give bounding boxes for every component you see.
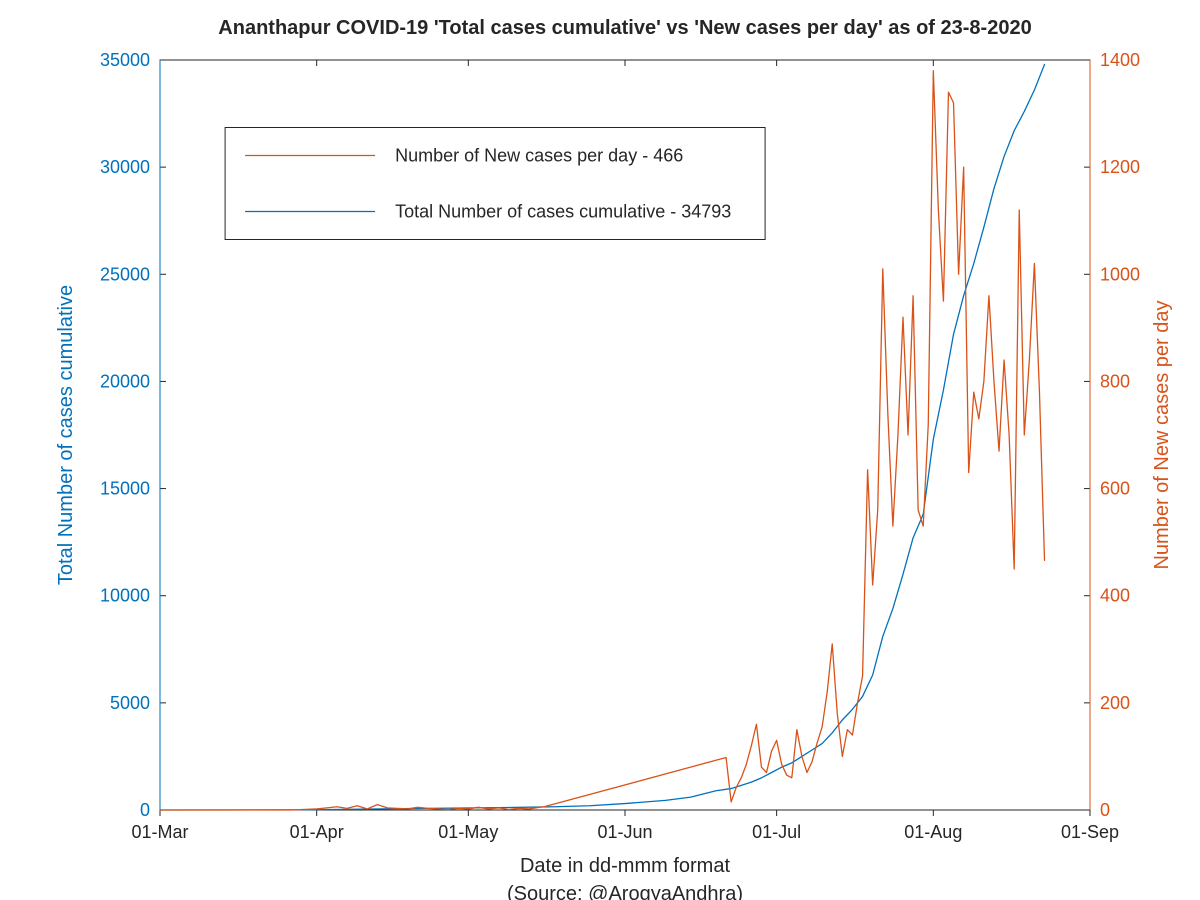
y-left-tick-label: 30000 — [100, 157, 150, 177]
legend-label: Total Number of cases cumulative - 34793 — [395, 202, 731, 222]
y-left-tick-label: 5000 — [110, 693, 150, 713]
x-axis-sublabel: (Source: @ArogyaAndhra) — [507, 883, 743, 900]
y-right-tick-label: 1400 — [1100, 50, 1140, 70]
y-left-tick-label: 35000 — [100, 50, 150, 70]
y-left-tick-label: 0 — [140, 800, 150, 820]
x-tick-label: 01-Aug — [904, 822, 962, 842]
x-axis-label: Date in dd-mmm format — [520, 855, 730, 877]
x-tick-label: 01-May — [438, 822, 498, 842]
y-right-tick-label: 0 — [1100, 800, 1110, 820]
y-right-tick-label: 800 — [1100, 371, 1130, 391]
y-right-tick-label: 1000 — [1100, 264, 1140, 284]
x-tick-label: 01-Sep — [1061, 822, 1119, 842]
y-right-tick-label: 200 — [1100, 693, 1130, 713]
x-tick-label: 01-Jul — [752, 822, 801, 842]
chart-title: Ananthapur COVID-19 'Total cases cumulat… — [218, 17, 1031, 39]
legend-label: Number of New cases per day - 466 — [395, 146, 683, 166]
y-left-tick-label: 25000 — [100, 264, 150, 284]
y-right-axis-label: Number of New cases per day — [1151, 300, 1173, 569]
y-right-tick-label: 400 — [1100, 586, 1130, 606]
x-tick-label: 01-Apr — [290, 822, 344, 842]
chart-svg: Ananthapur COVID-19 'Total cases cumulat… — [0, 0, 1200, 900]
y-left-tick-label: 10000 — [100, 586, 150, 606]
y-left-axis-label: Total Number of cases cumulative — [55, 285, 77, 585]
x-tick-label: 01-Jun — [597, 822, 652, 842]
y-left-tick-label: 20000 — [100, 371, 150, 391]
chart-container: Ananthapur COVID-19 'Total cases cumulat… — [0, 0, 1200, 900]
y-left-tick-label: 15000 — [100, 479, 150, 499]
y-right-tick-label: 600 — [1100, 479, 1130, 499]
y-right-tick-label: 1200 — [1100, 157, 1140, 177]
x-tick-label: 01-Mar — [131, 822, 188, 842]
legend-box — [225, 128, 765, 240]
